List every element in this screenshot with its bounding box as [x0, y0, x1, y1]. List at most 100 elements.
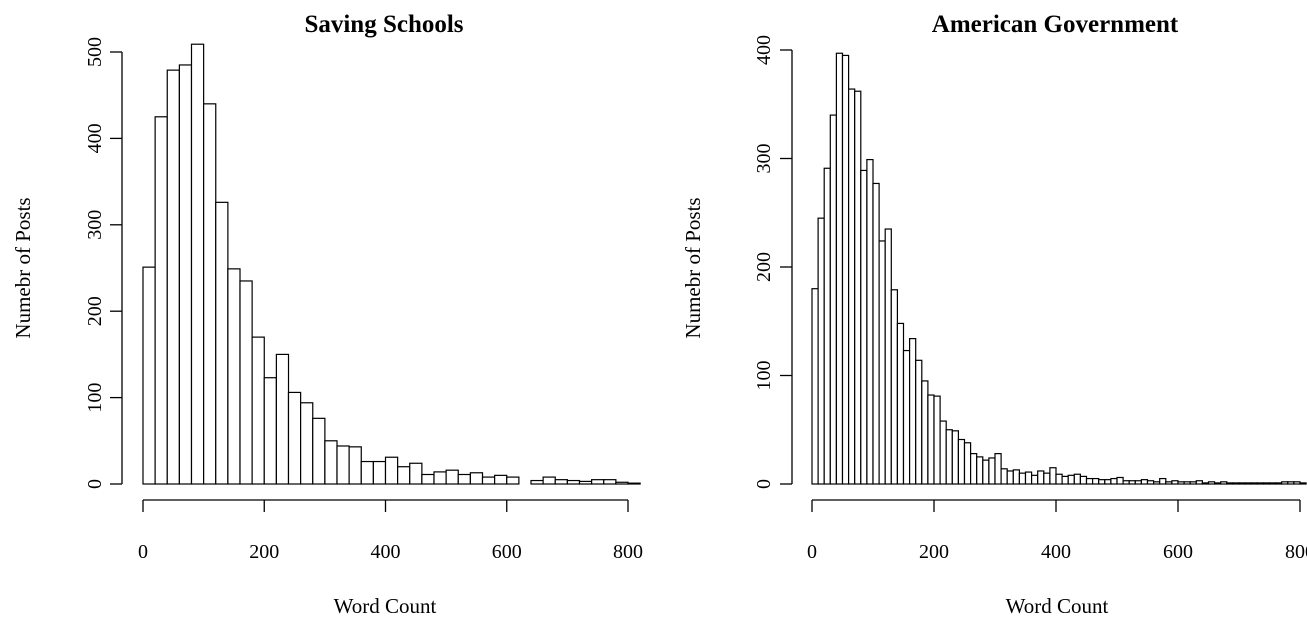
histogram-bar [1201, 482, 1210, 485]
histogram-bar [866, 158, 874, 485]
histogram-bar [263, 377, 277, 485]
y-tick-label: 500 [84, 37, 106, 67]
x-axis: 0 200 400 600 800 [807, 499, 1307, 563]
histogram-bar [300, 402, 314, 485]
y-axis: 0 100 200 300 400 [753, 35, 793, 489]
chart-title: American Government [932, 11, 1179, 38]
histogram-bar [469, 472, 484, 485]
histogram-bar [494, 474, 508, 485]
histogram-bar [1104, 479, 1112, 485]
histogram-bar [860, 169, 868, 485]
histogram-bar [1110, 477, 1118, 485]
x-axis-label: Word Count [1006, 594, 1109, 617]
histogram-bar [1159, 477, 1167, 485]
histogram-bar [1098, 479, 1106, 485]
histogram-bar [890, 289, 898, 485]
chart-saving-schools: Saving Schools 0 200 400 600 800 0 100 200 300 4… [11, 11, 643, 617]
histogram-bar [554, 479, 568, 485]
histogram-bar [951, 430, 959, 485]
histogram-bar [1146, 480, 1155, 485]
histogram-bar [982, 459, 990, 485]
histogram-bar [1128, 480, 1136, 485]
histogram-bar [275, 353, 290, 485]
histogram-bar [1018, 472, 1027, 485]
histogram-bar [915, 359, 923, 485]
histogram-bar [921, 380, 929, 485]
histogram-bar [1262, 482, 1271, 485]
histogram-bar [969, 453, 978, 485]
x-tick-label: 200 [919, 541, 949, 563]
histogram-bar [372, 460, 387, 485]
y-tick-label: 300 [84, 210, 106, 240]
histogram-bar [251, 336, 265, 485]
histogram-bar [615, 481, 629, 485]
histogram-bar [878, 240, 886, 485]
histogram-bar [336, 445, 350, 485]
histogram-bar [591, 479, 605, 485]
histogram-bar [829, 114, 837, 485]
histogram-bar [854, 90, 862, 485]
y-axis-label: Numebr of Posts [681, 197, 705, 338]
bars [142, 43, 641, 485]
x-axis-label: Word Count [334, 594, 437, 617]
histogram-bar [1207, 481, 1216, 485]
x-axis: 0 200 400 600 800 [138, 499, 643, 563]
histogram-bar [1189, 481, 1197, 485]
histogram-bar [1122, 480, 1130, 485]
histogram-bar [239, 280, 253, 485]
histogram-bar [1287, 481, 1295, 485]
histogram-bar [1244, 482, 1252, 485]
histogram-bar [348, 446, 362, 485]
x-tick-label: 800 [1285, 541, 1307, 563]
histogram-bar [1024, 471, 1033, 485]
histogram-bar [1281, 481, 1289, 485]
histogram-bar [908, 338, 917, 485]
histogram-bar [1000, 468, 1008, 485]
histogram-bar [578, 480, 593, 485]
histogram-bar [1183, 481, 1191, 485]
y-tick-label: 0 [84, 479, 106, 489]
histogram-bar [811, 288, 819, 485]
histogram-bar [178, 64, 193, 485]
histogram-bar [1079, 475, 1088, 485]
y-tick-label: 0 [753, 479, 775, 489]
x-tick-label: 200 [249, 541, 279, 563]
histogram-bar [530, 479, 544, 485]
histogram-bar [360, 460, 374, 485]
histogram-bar [841, 54, 850, 485]
histogram-bar [976, 456, 984, 485]
histogram-bar [1165, 481, 1173, 485]
histogram-bar [154, 116, 168, 485]
histogram-bar [1238, 482, 1246, 485]
histogram-bar [481, 476, 496, 485]
histogram-bar [384, 456, 399, 485]
histogram-bar [1256, 482, 1265, 485]
histogram-bar [215, 201, 229, 485]
histogram-bar [566, 479, 581, 485]
histogram-bar [872, 182, 880, 485]
histogram-bar [1213, 482, 1222, 485]
histogram-bar [1152, 481, 1161, 485]
histogram-bar [1140, 479, 1149, 485]
histogram-bar [1232, 482, 1240, 485]
histogram-bar [142, 266, 156, 485]
histogram-bar [957, 438, 966, 485]
histogram-bar [227, 268, 241, 485]
histogram-bar [1171, 480, 1179, 485]
y-axis-label: Numebr of Posts [11, 197, 35, 338]
x-tick-label: 800 [613, 541, 643, 563]
histogram-bar [988, 457, 996, 485]
x-tick-label: 600 [492, 541, 522, 563]
histogram-bar [1049, 467, 1057, 485]
histogram-bar [1250, 482, 1258, 485]
y-tick-label: 200 [753, 252, 775, 282]
chart-title: Saving Schools [304, 11, 463, 38]
chart-american-government: American Government 0 200 400 600 800 0 100 20… [681, 11, 1307, 617]
histogram-bar [324, 440, 338, 485]
histogram-bar [933, 395, 941, 485]
bars [811, 52, 1307, 485]
x-tick-label: 400 [371, 541, 401, 563]
histogram-bar [1116, 476, 1124, 485]
y-axis: 0 100 200 300 400 500 [84, 37, 123, 489]
histogram-bar [994, 453, 1002, 485]
